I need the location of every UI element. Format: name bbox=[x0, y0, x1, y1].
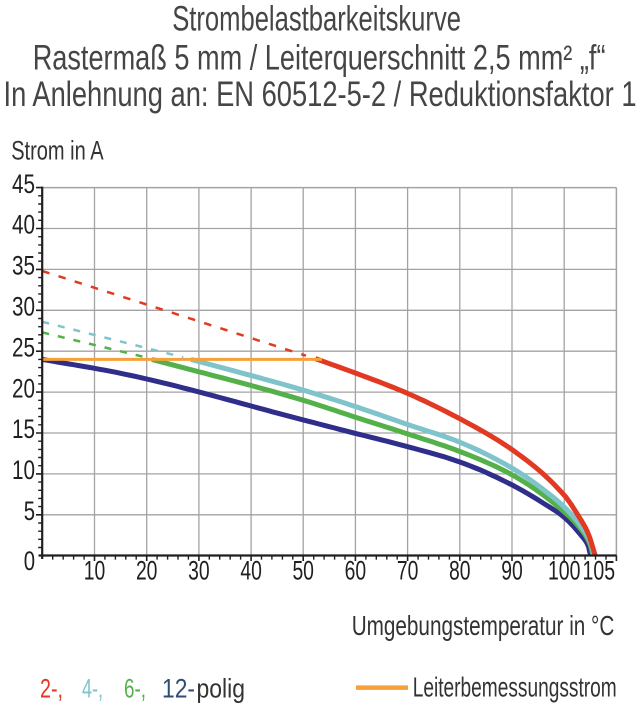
svg-text:80: 80 bbox=[449, 556, 471, 586]
svg-text:50: 50 bbox=[292, 556, 314, 586]
svg-text:20: 20 bbox=[12, 373, 35, 403]
svg-text:Strom in A: Strom in A bbox=[11, 136, 104, 166]
svg-text:25: 25 bbox=[12, 332, 35, 362]
svg-text:45: 45 bbox=[12, 169, 35, 199]
svg-text:polig: polig bbox=[197, 674, 246, 704]
svg-text:Umgebungstemperatur in °C: Umgebungstemperatur in °C bbox=[352, 610, 615, 641]
svg-text:10: 10 bbox=[84, 556, 106, 586]
svg-text:10: 10 bbox=[12, 455, 35, 485]
svg-text:Rastermaß 5 mm / Leiterquersch: Rastermaß 5 mm / Leiterquerschnitt 2,5 m… bbox=[33, 39, 606, 78]
svg-text:60: 60 bbox=[345, 556, 367, 586]
svg-text:40: 40 bbox=[240, 556, 262, 586]
svg-text:70: 70 bbox=[397, 556, 419, 586]
svg-text:30: 30 bbox=[188, 556, 210, 586]
svg-text:105: 105 bbox=[583, 556, 616, 586]
svg-text:2-,: 2-, bbox=[40, 674, 63, 704]
svg-text:Leiterbemessungsstrom: Leiterbemessungsstrom bbox=[413, 672, 617, 703]
svg-text:6-,: 6-, bbox=[124, 674, 146, 704]
svg-text:0: 0 bbox=[24, 546, 35, 576]
svg-text:40: 40 bbox=[12, 210, 35, 240]
svg-text:90: 90 bbox=[501, 556, 523, 586]
svg-text:Strombelastbarkeitskurve: Strombelastbarkeitskurve bbox=[172, 0, 461, 38]
svg-text:12-: 12- bbox=[162, 674, 195, 704]
svg-text:20: 20 bbox=[136, 556, 158, 586]
svg-text:15: 15 bbox=[12, 414, 35, 444]
svg-text:5: 5 bbox=[24, 496, 35, 526]
svg-text:30: 30 bbox=[12, 292, 35, 322]
svg-text:In Anlehnung an: EN 60512-5-2: In Anlehnung an: EN 60512-5-2 / Reduktio… bbox=[4, 75, 637, 114]
svg-text:35: 35 bbox=[12, 251, 35, 281]
svg-text:4-,: 4-, bbox=[82, 674, 103, 704]
svg-text:100: 100 bbox=[548, 556, 581, 586]
